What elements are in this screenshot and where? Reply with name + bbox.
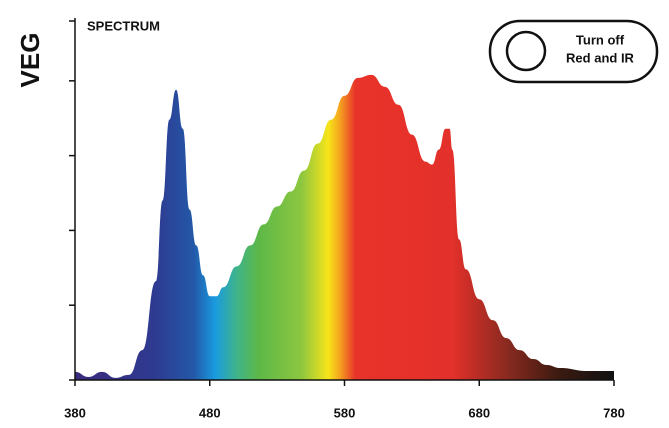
spectrum-area (75, 74, 614, 380)
mode-label: VEG (15, 33, 45, 88)
x-tick-label: 680 (468, 405, 490, 420)
button-text[interactable]: Turn off (576, 32, 625, 47)
toggle-knob[interactable] (505, 30, 547, 72)
x-tick-label: 380 (64, 405, 86, 420)
x-tick-label: 780 (603, 405, 625, 420)
button-text[interactable]: Red and IR (566, 50, 635, 65)
x-tick-label: 480 (199, 405, 221, 420)
chart-title: SPECTRUM (87, 18, 160, 33)
toggle-button[interactable]: Turn off Red and IR (488, 19, 659, 84)
x-tick-label: 580 (334, 405, 356, 420)
